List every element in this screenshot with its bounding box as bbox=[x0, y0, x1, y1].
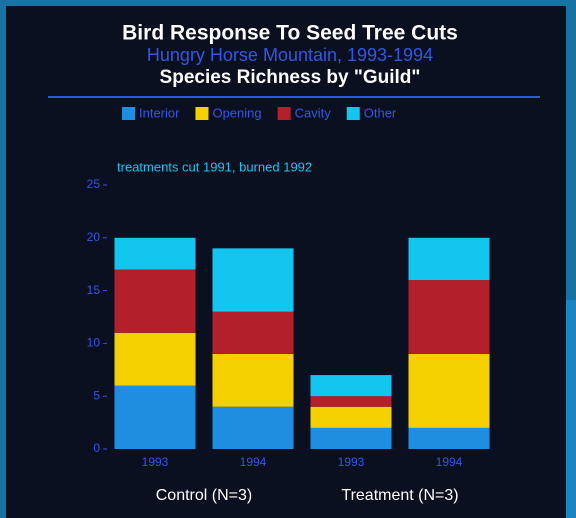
chart-title: Bird Response To Seed Tree Cuts bbox=[122, 22, 458, 45]
legend-label: Interior bbox=[139, 105, 180, 120]
bar-segment bbox=[310, 375, 392, 397]
frame-strip bbox=[566, 300, 576, 518]
x-tick-label: 1994 bbox=[436, 455, 463, 469]
y-tick-label: 25 bbox=[87, 177, 101, 191]
group-label: Control (N=3) bbox=[156, 487, 252, 504]
x-tick-label: 1994 bbox=[240, 455, 267, 469]
bar-segment bbox=[114, 269, 196, 333]
bar-segment bbox=[212, 311, 294, 354]
legend-label: Cavity bbox=[295, 105, 332, 120]
legend-swatch bbox=[277, 107, 291, 120]
bar-segment bbox=[408, 353, 490, 428]
bar-segment bbox=[408, 280, 490, 354]
group-label: Treatment (N=3) bbox=[341, 487, 458, 504]
bar-segment bbox=[212, 248, 294, 312]
y-tick-label: 10 bbox=[87, 336, 101, 350]
legend-label: Other bbox=[364, 105, 397, 120]
chart-subtitle: Hungry Horse Mountain, 1993-1994 bbox=[147, 45, 433, 65]
legend-swatch bbox=[195, 107, 209, 120]
bar-segment bbox=[310, 396, 392, 407]
bar-segment bbox=[212, 353, 294, 407]
y-tick-label: 15 bbox=[87, 283, 101, 297]
bar-segment bbox=[114, 332, 196, 386]
bar-segment bbox=[310, 406, 392, 428]
annotation: treatments cut 1991, burned 1992 bbox=[117, 159, 312, 174]
legend-label: Opening bbox=[212, 105, 261, 120]
bar-segment bbox=[408, 427, 490, 449]
y-tick-label: 5 bbox=[93, 388, 100, 402]
legend-swatch bbox=[346, 107, 360, 120]
y-tick-label: 20 bbox=[87, 230, 101, 244]
chart-heading: Species Richness by "Guild" bbox=[160, 67, 421, 88]
y-tick-label: 0 bbox=[93, 441, 100, 455]
bar-segment bbox=[114, 385, 196, 449]
legend-swatch bbox=[122, 107, 135, 120]
bar-segment bbox=[212, 406, 294, 449]
x-tick-label: 1993 bbox=[338, 455, 365, 469]
x-tick-label: 1993 bbox=[142, 455, 169, 469]
bar-segment bbox=[310, 427, 392, 449]
bar-segment bbox=[114, 237, 196, 270]
bar-segment bbox=[408, 237, 490, 281]
